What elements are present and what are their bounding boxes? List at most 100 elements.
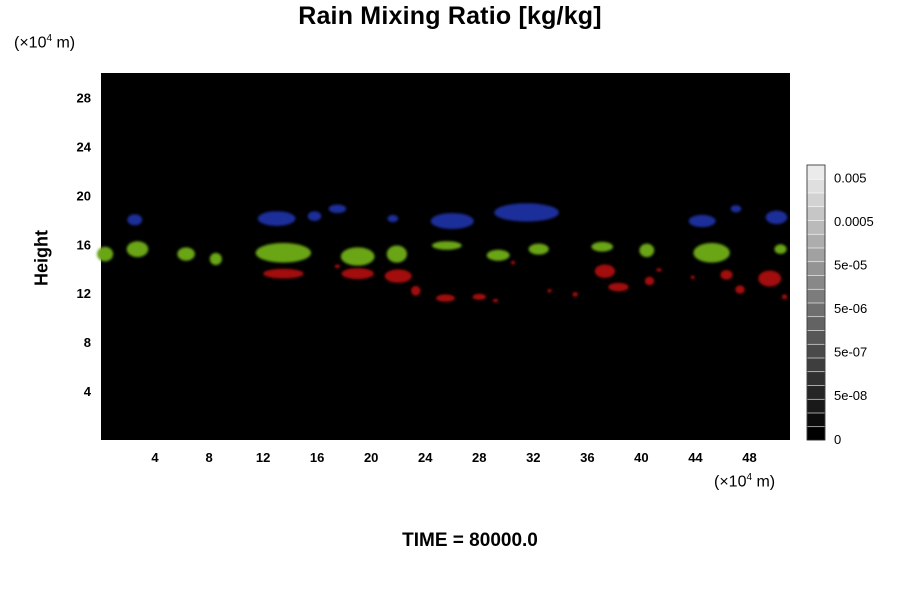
series-2-region-9 [486,249,510,261]
series-1-region-9 [730,205,742,213]
series-3-region-9 [511,260,516,265]
colorbar-swatch [806,343,826,359]
series-3-region-13 [608,282,629,292]
series-2-region-10 [528,243,549,255]
colorbar-label: 5e-06 [834,301,867,316]
series-1-region-8 [688,214,716,228]
series-3-region-19 [758,270,782,287]
series-2-region-8 [431,241,462,250]
time-label: TIME = 80000.0 [402,530,538,551]
series-2-region-3 [177,247,195,261]
series-2-region-4 [209,252,222,266]
x-tick-labels: 4 8 12 16 20 24 28 32 36 40 44 48 [151,450,756,465]
colorbar-swatch [806,178,826,194]
series-3-region-7 [472,293,487,300]
x-tick-label: 28 [472,450,486,465]
colorbar-swatch [806,302,826,318]
series-3-region-14 [644,276,655,286]
series-2-region-2 [126,241,149,258]
x-tick-label: 8 [205,450,212,465]
x-tick-label: 48 [742,450,756,465]
colorbar-swatch [806,192,826,208]
colorbar-label: 0 [834,432,841,447]
series-3-region-8 [492,298,499,303]
x-tick-label: 4 [151,450,159,465]
series-3-region-1 [263,268,304,279]
series-3-region-11 [572,291,578,297]
y-tick-label: 20 [77,188,91,203]
x-tick-label: 24 [418,450,433,465]
colorbar-label: 0.0005 [834,214,874,229]
y-tick-label: 24 [77,139,92,154]
colorbar-swatch [806,274,826,290]
series-1-region-7 [494,203,559,222]
series-1-region-4 [127,214,143,226]
series-3-region-10 [547,288,552,293]
colorbar-label: 5e-08 [834,388,867,403]
series-3-region-17 [720,269,733,280]
colorbar-frame [806,164,826,441]
series-1-region-1 [257,211,296,226]
series-3-region-3 [341,268,374,280]
series-3-region-6 [436,294,455,302]
x-tick-label: 12 [256,450,270,465]
y-tick-label: 12 [77,286,91,301]
series-3-region-18 [735,285,745,294]
y-tick-labels: 4 8 12 16 20 24 28 [77,90,92,399]
series-3-region-16 [690,275,695,280]
series-3-region-5 [411,285,421,296]
colorbar-label: 0.005 [834,171,867,186]
series-2-region-12 [639,243,655,258]
colorbar-swatch [806,315,826,331]
series-1-region-2 [307,211,322,222]
y-axis-unit-label: (×104 m) [14,33,76,52]
x-tick-label: 16 [310,450,324,465]
colorbar: 0.005 0.0005 5e-05 5e-06 5e-07 5e-08 0 [806,164,874,447]
series-2-region-6 [340,247,375,266]
x-tick-label: 40 [634,450,648,465]
y-tick-label: 4 [84,384,92,399]
series-1-region-10 [765,210,788,225]
series-1 [127,203,788,229]
colorbar-swatch [806,164,826,180]
x-axis-unit-label: (×104 m) [714,472,776,491]
colorbar-swatch [806,329,826,345]
colorbar-label: 5e-07 [834,345,867,360]
colorbar-swatch [806,205,826,221]
series-2-region-13 [693,243,730,263]
series-2-region-7 [386,245,407,263]
series-3-region-2 [334,264,341,269]
x-tick-label: 44 [688,450,703,465]
colorbar-swatch [806,425,826,441]
y-tick-label: 28 [77,90,91,105]
x-tick-label: 32 [526,450,540,465]
x-tick-label: 20 [364,450,378,465]
series-3 [263,260,788,303]
colorbar-swatch [806,247,826,263]
colorbar-swatch [806,384,826,400]
series-3-region-4 [384,269,412,283]
series-2 [96,241,787,266]
series-2-region-5 [255,243,312,263]
colorbar-label: 5e-05 [834,258,867,273]
series-2-region-14 [774,244,787,255]
colorbar-swatch [806,357,826,373]
colorbar-swatch [806,370,826,386]
chart-title: Rain Mixing Ratio [kg/kg] [298,2,602,30]
series-1-region-3 [328,204,347,214]
y-tick-label: 16 [77,237,91,252]
colorbar-swatch [806,260,826,276]
y-tick-label: 8 [84,335,91,350]
series-3-region-12 [594,264,616,278]
series-1-region-6 [430,213,474,229]
series-1-region-5 [387,214,399,223]
series-2-region-11 [591,241,614,252]
colorbar-swatch [806,233,826,249]
series-3-region-15 [656,268,662,272]
colorbar-swatch [806,412,826,428]
plot-area [101,73,790,440]
x-tick-label: 36 [580,450,594,465]
colorbar-swatch [806,288,826,304]
series-2-region-1 [96,246,114,262]
